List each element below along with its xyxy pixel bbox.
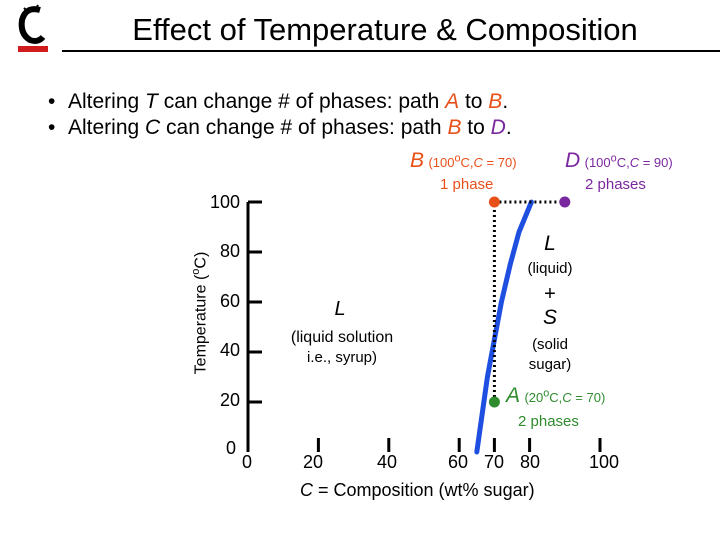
- x-tick-label: 80: [520, 452, 541, 472]
- cond-text: C,: [549, 390, 563, 405]
- x-axis-label-text: = Composition (wt% sugar): [313, 480, 535, 500]
- two-phase-line: (liquid): [527, 260, 573, 277]
- point-d-marker: [559, 196, 571, 208]
- y-tick-label: 20: [219, 390, 240, 410]
- bullet-item: • Altering T can change # of phases: path…: [48, 90, 508, 114]
- point-d-conditions: (100oC,C = 90): [584, 152, 673, 170]
- point-d-letter: D: [565, 149, 581, 172]
- degree-mark: o: [543, 387, 550, 400]
- two-phase-plus: +: [544, 283, 556, 305]
- cond-text: = 70): [482, 155, 517, 170]
- x-tick-label: 100: [589, 452, 620, 472]
- liquid-region-line: (liquid solution: [290, 329, 394, 346]
- bullet-text: to: [459, 90, 489, 113]
- axes: [246, 200, 602, 452]
- cond-text: C,: [460, 155, 474, 170]
- region-symbol: L: [334, 298, 346, 320]
- bullet-point-to: D: [490, 116, 506, 139]
- bullet-text: can change # of phases: path: [157, 90, 446, 113]
- bullet-point-from: B: [447, 116, 462, 139]
- chart-marks: [474, 196, 571, 455]
- y-tick-label: 80: [219, 241, 240, 261]
- bullet-text: Altering: [68, 90, 146, 113]
- bullet-point-to: B: [488, 90, 503, 113]
- two-phase-line: sugar): [528, 356, 572, 373]
- point-b-phase-count: 1 phase: [440, 176, 494, 193]
- x-axis-variable: C: [300, 480, 313, 500]
- x-tick-label: 40: [377, 452, 398, 472]
- point-b-conditions: (100oC,C = 70): [428, 152, 517, 170]
- two-phase-symbol-l: L: [500, 232, 600, 256]
- y-tick-label: 60: [219, 291, 240, 311]
- point-a-label: A (20oC,C = 70): [506, 384, 605, 408]
- point-a-marker: [488, 396, 500, 408]
- bullet-text: can change # of phases: path: [160, 116, 448, 139]
- cond-text: = 90): [639, 155, 673, 170]
- two-phase-line: (solid: [532, 336, 568, 353]
- bullet-text: .: [502, 90, 509, 113]
- x-tick-label: 60: [448, 452, 469, 472]
- bullet-text: Altering: [68, 116, 146, 139]
- y-tick-label: 100: [209, 192, 240, 212]
- bullet-variable: T: [145, 90, 158, 113]
- cond-text: = 70): [571, 390, 606, 405]
- cond-text: (100: [428, 155, 455, 170]
- cond-text: (100: [584, 155, 611, 170]
- university-logo-icon: [18, 4, 48, 52]
- point-a-conditions: (20oC,C = 70): [524, 387, 606, 405]
- bullet-icon: •: [48, 90, 56, 113]
- bullet-point-from: A: [445, 90, 460, 113]
- bullet-text: .: [505, 116, 512, 139]
- cond-text: (20: [524, 390, 544, 405]
- two-phase-symbol-s: S: [500, 306, 600, 330]
- degree-mark: o: [454, 152, 461, 165]
- x-tick-label: 0: [242, 452, 253, 472]
- liquid-region-symbol: L: [290, 298, 390, 321]
- bullet-variable: C: [145, 116, 161, 139]
- degree-mark: o: [610, 152, 617, 165]
- point-d-label: D (100oC,C = 90): [565, 149, 673, 173]
- region-symbol: L: [544, 232, 556, 255]
- point-d-phase-count: 2 phases: [585, 176, 646, 193]
- point-b-label: B (100oC,C = 70): [410, 149, 517, 173]
- bullet-text: to: [461, 116, 491, 139]
- x-tick-label: 20: [303, 452, 324, 472]
- solubility-limit-curve: [474, 199, 534, 455]
- bullet-icon: •: [48, 116, 56, 139]
- x-axis-label: C = Composition (wt% sugar): [300, 480, 535, 501]
- liquid-region-line: i.e., syrup): [306, 349, 378, 366]
- cond-text: C,: [616, 155, 630, 170]
- x-tick-label: 70: [484, 452, 505, 472]
- slide-title: Effect of Temperature & Composition: [132, 12, 638, 47]
- point-b-letter: B: [410, 149, 425, 172]
- y-tick-label: 0: [225, 438, 236, 458]
- y-tick-label: 40: [219, 340, 240, 360]
- cond-variable: C: [562, 390, 572, 405]
- cond-variable: C: [629, 155, 640, 170]
- point-b-marker: [488, 196, 500, 208]
- cond-variable: C: [473, 155, 483, 170]
- point-a-letter: A: [506, 384, 521, 407]
- title-divider: [62, 50, 720, 52]
- region-symbol: S: [542, 306, 557, 329]
- point-a-phase-count: 2 phases: [518, 413, 579, 430]
- bullet-item: • Altering C can change # of phases: path…: [48, 116, 512, 140]
